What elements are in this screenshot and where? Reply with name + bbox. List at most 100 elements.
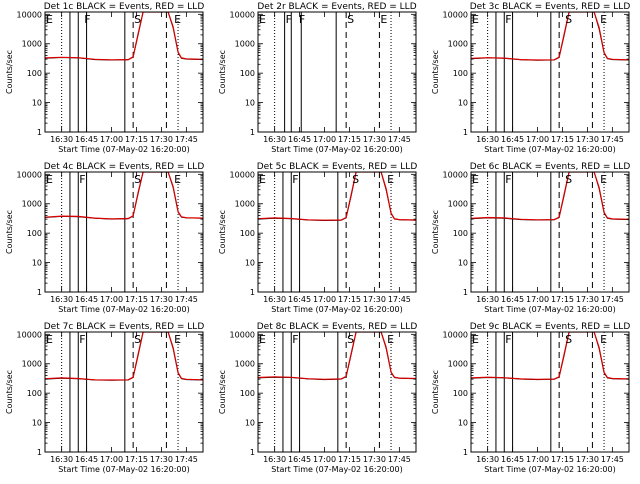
lld-series-line <box>258 172 416 221</box>
marker-label: E <box>380 13 387 26</box>
x-tick-label: 17:30 <box>150 295 173 304</box>
marker-label: E <box>46 333 53 346</box>
x-tick-label: 17:00 <box>526 135 549 144</box>
marker-label: F <box>292 333 298 346</box>
panel-title: Det 8c BLACK = Events, RED = LLD <box>257 322 418 332</box>
x-tick-label: 17:45 <box>175 455 198 464</box>
y-tick-label: 10000 <box>230 330 255 339</box>
x-tick-label: 17:15 <box>338 455 361 464</box>
y-tick-label: 1000 <box>22 360 42 369</box>
y-tick-label: 10000 <box>17 10 42 19</box>
y-tick-label: 1 <box>463 288 468 297</box>
x-tick-label: 17:00 <box>100 295 123 304</box>
marker-label: S <box>565 333 572 346</box>
marker-label: E <box>46 173 53 186</box>
y-axis-label: Counts/sec <box>5 370 14 414</box>
marker-label: S <box>347 13 354 26</box>
lld-series-line <box>45 12 203 61</box>
x-tick-label: 17:30 <box>576 455 599 464</box>
x-axis-label: Start Time (07-May-02 16:20:00) <box>58 145 189 154</box>
x-axis-label: Start Time (07-May-02 16:20:00) <box>58 465 189 474</box>
x-tick-label: 17:45 <box>601 135 624 144</box>
x-tick-label: 17:15 <box>551 135 574 144</box>
marker-label: E <box>472 13 479 26</box>
marker-label: E <box>600 333 607 346</box>
x-tick-label: 17:15 <box>338 295 361 304</box>
y-tick-label: 100 <box>240 229 255 238</box>
x-tick-label: 16:45 <box>75 295 98 304</box>
x-tick-label: 16:30 <box>263 135 286 144</box>
marker-label: F <box>299 13 305 26</box>
y-tick-label: 10000 <box>230 170 255 179</box>
x-tick-label: 17:45 <box>388 455 411 464</box>
x-tick-label: 17:30 <box>150 455 173 464</box>
plot-frame <box>257 331 417 453</box>
y-tick-label: 1 <box>250 128 255 137</box>
y-tick-label: 10000 <box>443 330 468 339</box>
x-axis-label: Start Time (07-May-02 16:20:00) <box>271 305 402 314</box>
x-tick-label: 16:30 <box>50 135 73 144</box>
panel-title: Det 4c BLACK = Events, RED = LLD <box>44 162 205 172</box>
y-tick-label: 1000 <box>448 360 468 369</box>
x-tick-label: 17:45 <box>601 295 624 304</box>
y-axis-label: Counts/sec <box>218 370 227 414</box>
y-tick-label: 100 <box>27 69 42 78</box>
lld-series-line <box>258 332 416 380</box>
marker-label: E <box>600 173 607 186</box>
y-tick-label: 1000 <box>22 200 42 209</box>
x-tick-label: 17:30 <box>363 135 386 144</box>
x-tick-label: 17:45 <box>388 135 411 144</box>
y-tick-label: 10000 <box>17 170 42 179</box>
x-axis-label: Start Time (07-May-02 16:20:00) <box>271 145 402 154</box>
marker-label: E <box>387 333 394 346</box>
y-tick-label: 10 <box>245 259 255 268</box>
x-tick-label: 16:45 <box>288 455 311 464</box>
marker-label: E <box>259 13 266 26</box>
marker-label: F <box>505 333 511 346</box>
y-tick-label: 10 <box>32 259 42 268</box>
plot-frame <box>257 11 417 133</box>
y-tick-label: 1000 <box>22 40 42 49</box>
y-axis-label: Counts/sec <box>218 210 227 254</box>
y-tick-label: 1 <box>37 288 42 297</box>
marker-label: F <box>505 13 511 26</box>
y-tick-label: 1000 <box>235 40 255 49</box>
x-tick-label: 17:45 <box>601 455 624 464</box>
x-tick-label: 16:30 <box>50 455 73 464</box>
x-tick-label: 17:00 <box>313 295 336 304</box>
y-tick-label: 10 <box>458 419 468 428</box>
x-tick-label: 16:45 <box>75 135 98 144</box>
y-axis-label: Counts/sec <box>431 210 440 254</box>
lld-series-line <box>471 332 629 380</box>
x-tick-label: 17:45 <box>175 295 198 304</box>
x-axis-label: Start Time (07-May-02 16:20:00) <box>484 145 615 154</box>
y-tick-label: 1 <box>37 128 42 137</box>
y-tick-label: 10000 <box>17 330 42 339</box>
detector-panel: E F F S E 1 10 100 1000 10000 16:30 16:45 17:00 17:15… <box>218 2 417 154</box>
y-axis-label: Counts/sec <box>218 50 227 94</box>
x-tick-label: 17:15 <box>125 455 148 464</box>
x-tick-label: 17:15 <box>338 135 361 144</box>
lld-series-line <box>45 332 203 381</box>
panel-title: Det 7c BLACK = Events, RED = LLD <box>44 322 205 332</box>
y-tick-label: 10 <box>458 99 468 108</box>
x-tick-label: 16:30 <box>476 295 499 304</box>
marker-label: F <box>505 173 511 186</box>
plot-frame <box>44 171 204 293</box>
plot-frame <box>44 331 204 453</box>
marker-label: E <box>174 333 181 346</box>
x-tick-label: 17:30 <box>363 455 386 464</box>
y-tick-label: 100 <box>240 389 255 398</box>
x-tick-label: 16:30 <box>476 135 499 144</box>
x-tick-label: 16:45 <box>501 455 524 464</box>
y-tick-label: 10 <box>245 99 255 108</box>
y-tick-label: 1 <box>463 448 468 457</box>
panel-title: Det 5c BLACK = Events, RED = LLD <box>257 162 418 172</box>
y-tick-label: 10000 <box>230 10 255 19</box>
panel-title: Det 1c BLACK = Events, RED = LLD <box>44 2 205 12</box>
